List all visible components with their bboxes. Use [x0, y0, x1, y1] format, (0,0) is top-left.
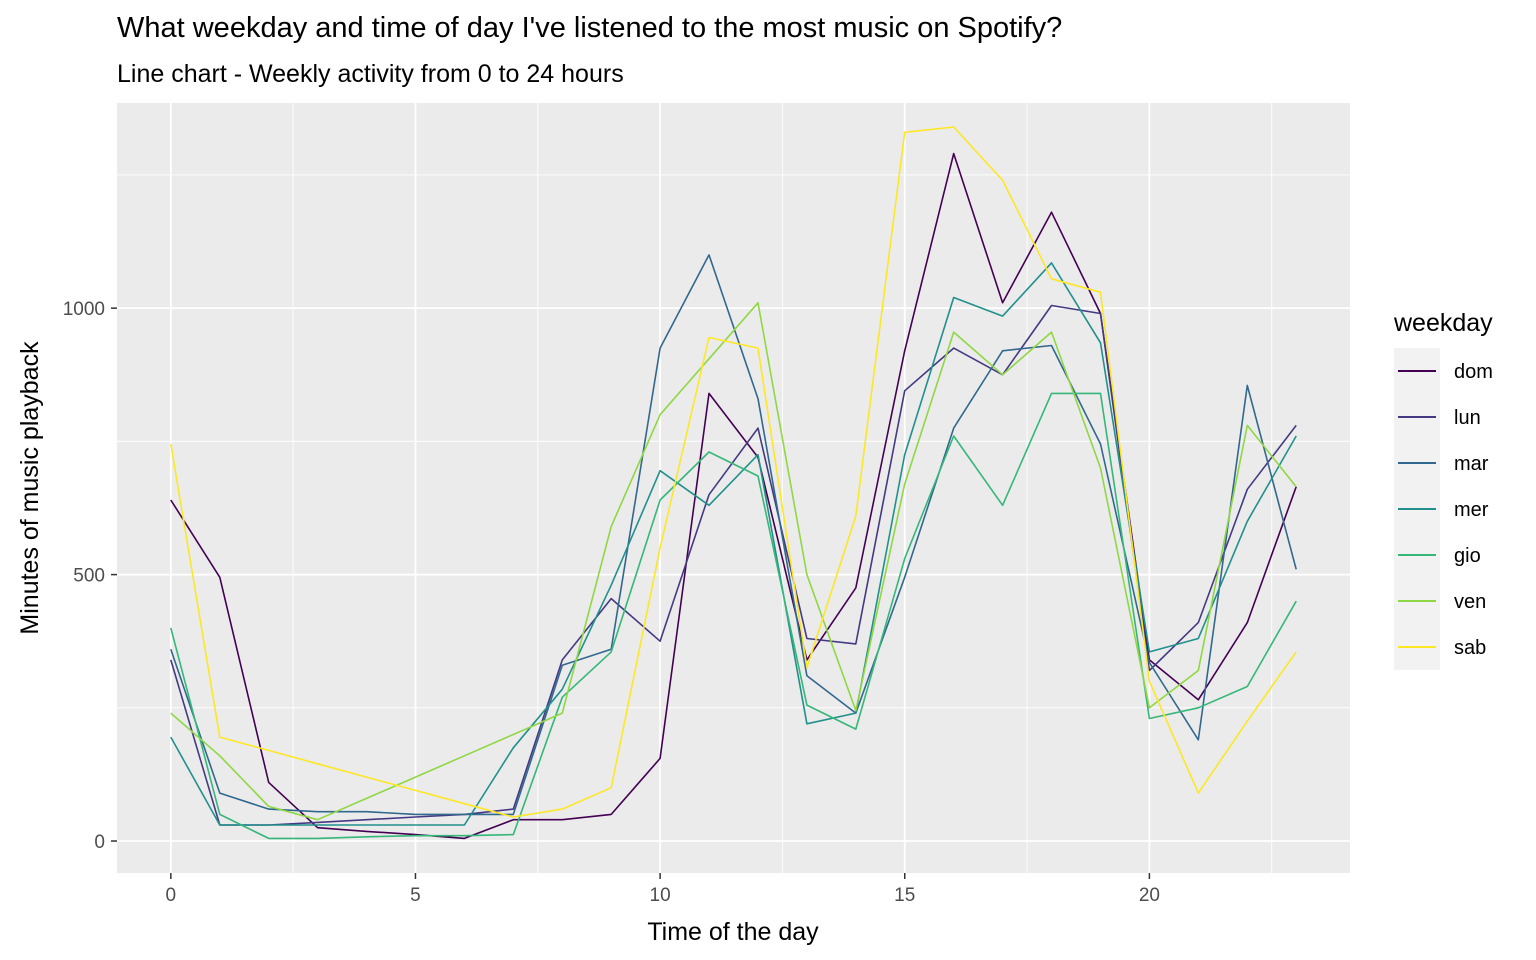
chart-title: What weekday and time of day I've listen… — [117, 12, 1063, 44]
series-line-gio — [170, 392, 1297, 840]
x-tick-label: 15 — [894, 885, 915, 906]
plot-panel — [117, 103, 1350, 873]
x-tick-label: 10 — [650, 885, 671, 906]
series-line-mer — [170, 262, 1297, 826]
legend-label-sab: sab — [1454, 637, 1486, 659]
chart-subtitle: Line chart - Weekly activity from 0 to 2… — [117, 60, 624, 88]
major-gridlines — [117, 103, 1350, 873]
legend-label-ven: ven — [1454, 591, 1486, 613]
series-line-lun — [170, 304, 1297, 826]
legend-label-lun: lun — [1454, 407, 1481, 429]
y-tick-label: 1000 — [63, 299, 105, 320]
x-tick-label: 20 — [1139, 885, 1160, 906]
series-lines — [170, 126, 1297, 840]
x-axis-title: Time of the day — [647, 918, 819, 946]
legend-label-dom: dom — [1454, 361, 1493, 383]
y-tick-label: 500 — [73, 566, 105, 587]
x-tick-label: 5 — [410, 885, 421, 906]
y-tick-label: 0 — [94, 832, 105, 853]
series-line-sab — [170, 126, 1297, 818]
y-axis-title: Minutes of music playback — [16, 341, 44, 635]
legend-label-mar: mar — [1454, 453, 1489, 475]
series-line-ven — [170, 301, 1297, 821]
minor-gridlines — [117, 103, 1350, 873]
y-axis: 0 500 1000 — [63, 299, 117, 853]
legend-label-mer: mer — [1454, 499, 1489, 521]
legend-label-gio: gio — [1454, 545, 1481, 567]
x-axis: 0 5 10 15 20 — [166, 873, 1160, 906]
legend-title: weekday — [1393, 309, 1493, 337]
series-line-mar — [170, 254, 1297, 816]
x-tick-label: 0 — [166, 885, 177, 906]
legend: weekday dom lun mar mer gio ven sab — [1393, 309, 1493, 670]
